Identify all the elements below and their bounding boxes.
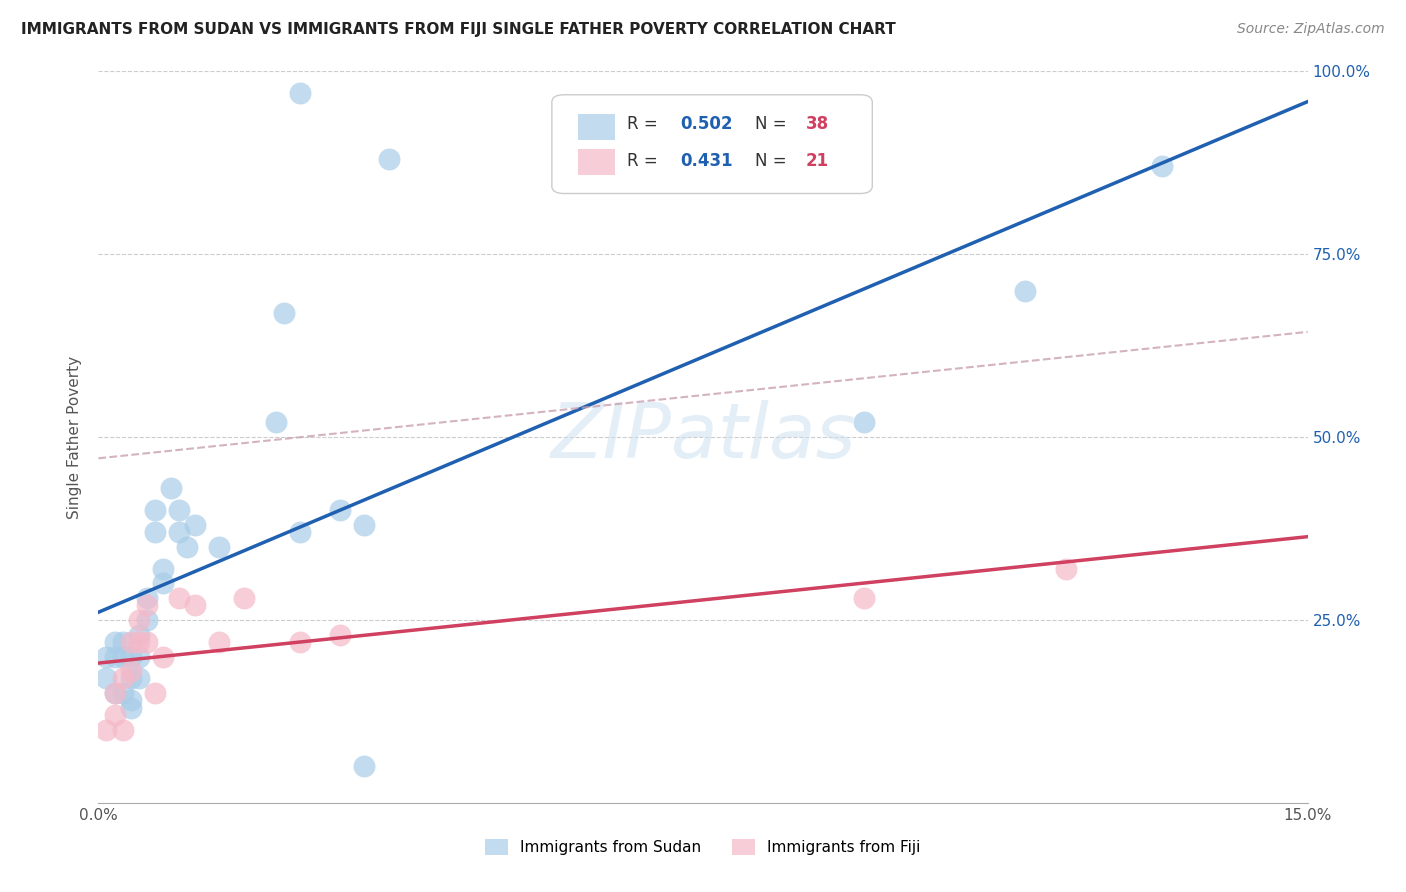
Point	[128, 672, 150, 686]
Point	[273, 306, 295, 320]
Point	[96, 649, 118, 664]
FancyBboxPatch shape	[578, 149, 614, 175]
Point	[111, 686, 134, 700]
Point	[184, 517, 207, 532]
Point	[128, 613, 150, 627]
Point	[120, 700, 142, 714]
Text: 21: 21	[806, 152, 830, 169]
Point	[103, 649, 125, 664]
Point	[128, 627, 150, 641]
Point	[111, 635, 134, 649]
Point	[128, 635, 150, 649]
Point	[120, 664, 142, 678]
Legend: Immigrants from Sudan, Immigrants from Fiji: Immigrants from Sudan, Immigrants from F…	[479, 833, 927, 861]
Point	[167, 591, 190, 605]
Point	[103, 686, 125, 700]
Point	[176, 540, 198, 554]
Point	[120, 672, 142, 686]
Point	[111, 649, 134, 664]
Point	[167, 503, 190, 517]
Point	[143, 525, 166, 540]
Point	[1014, 284, 1036, 298]
Point	[135, 635, 157, 649]
Point	[103, 708, 125, 723]
Point	[135, 591, 157, 605]
Point	[152, 562, 174, 576]
Point	[353, 759, 375, 773]
Point	[135, 599, 157, 613]
Point	[353, 517, 375, 532]
Point	[377, 152, 399, 166]
Point	[103, 635, 125, 649]
Point	[167, 525, 190, 540]
Text: IMMIGRANTS FROM SUDAN VS IMMIGRANTS FROM FIJI SINGLE FATHER POVERTY CORRELATION : IMMIGRANTS FROM SUDAN VS IMMIGRANTS FROM…	[21, 22, 896, 37]
Point	[111, 672, 134, 686]
Point	[1152, 160, 1174, 174]
FancyBboxPatch shape	[551, 95, 872, 194]
FancyBboxPatch shape	[578, 114, 614, 140]
Point	[152, 649, 174, 664]
Point	[128, 649, 150, 664]
Point	[160, 481, 183, 495]
Y-axis label: Single Father Poverty: Single Father Poverty	[67, 356, 83, 518]
Point	[329, 503, 352, 517]
Point	[143, 686, 166, 700]
Point	[288, 525, 311, 540]
Point	[143, 503, 166, 517]
Text: ZIPatlas: ZIPatlas	[550, 401, 856, 474]
Point	[288, 87, 311, 101]
Point	[264, 416, 287, 430]
Point	[152, 576, 174, 591]
Point	[120, 693, 142, 707]
Point	[1054, 562, 1077, 576]
Point	[329, 627, 352, 641]
Text: R =: R =	[627, 152, 662, 169]
Point	[853, 591, 876, 605]
Point	[853, 416, 876, 430]
Text: 0.431: 0.431	[681, 152, 733, 169]
Text: 0.502: 0.502	[681, 115, 733, 133]
Text: N =: N =	[755, 152, 792, 169]
Point	[111, 723, 134, 737]
Point	[120, 635, 142, 649]
Text: Source: ZipAtlas.com: Source: ZipAtlas.com	[1237, 22, 1385, 37]
Point	[184, 599, 207, 613]
Point	[96, 723, 118, 737]
Point	[96, 672, 118, 686]
Text: N =: N =	[755, 115, 792, 133]
Text: R =: R =	[627, 115, 662, 133]
Point	[288, 635, 311, 649]
Point	[208, 540, 231, 554]
Point	[135, 613, 157, 627]
Point	[208, 635, 231, 649]
Text: 38: 38	[806, 115, 830, 133]
Point	[120, 649, 142, 664]
Point	[232, 591, 254, 605]
Point	[103, 686, 125, 700]
